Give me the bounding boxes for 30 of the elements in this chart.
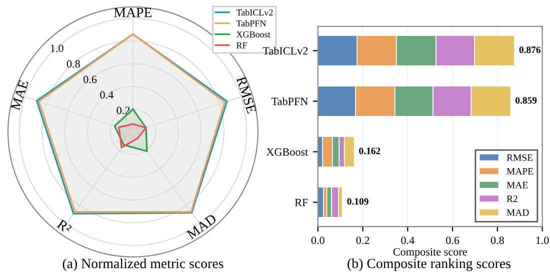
y-tick-label: TabPFN — [272, 97, 308, 106]
legend-label: XGBoost — [236, 31, 270, 38]
x-tick-label: 1.0 — [536, 236, 549, 244]
legend-label: RF — [236, 42, 247, 48]
legend-label: MAPE — [506, 168, 534, 175]
legend-label: R2 — [506, 196, 518, 202]
y-tick-label: TabICLv2 — [262, 46, 308, 55]
text: (a) Normalized metric scores — [62, 258, 224, 272]
legend-label: MAE — [506, 182, 528, 188]
legend-label: TabPFN — [236, 20, 266, 27]
text: (b) Composite ranking scores — [348, 258, 510, 272]
spoke-label: MAPE — [114, 8, 152, 18]
legend-label: RMSE — [506, 154, 533, 161]
legend-label: TabICLv2 — [236, 9, 273, 16]
spoke-label: MAE — [10, 80, 28, 111]
legend-label: MAD — [506, 209, 529, 216]
spoke-label: R² — [56, 219, 72, 234]
y-tick-label: XGBoost — [266, 148, 308, 156]
total-label: 0.859 — [516, 97, 537, 104]
y-tick-label: RF — [294, 198, 308, 206]
total-label: 0.109 — [347, 198, 368, 205]
x-tick-label: 0.6 — [446, 236, 460, 244]
x-tick-label: 0.4 — [401, 236, 414, 244]
total-label: 0.162 — [359, 148, 380, 154]
x-tick-label: 0.0 — [311, 236, 324, 244]
total-label: 0.876 — [519, 46, 541, 54]
x-axis-title: Composite score — [393, 248, 467, 258]
spoke-label: RMSE — [236, 76, 256, 114]
x-tick-label: 0.8 — [490, 236, 504, 244]
x-tick-label: 0.2 — [356, 236, 370, 244]
